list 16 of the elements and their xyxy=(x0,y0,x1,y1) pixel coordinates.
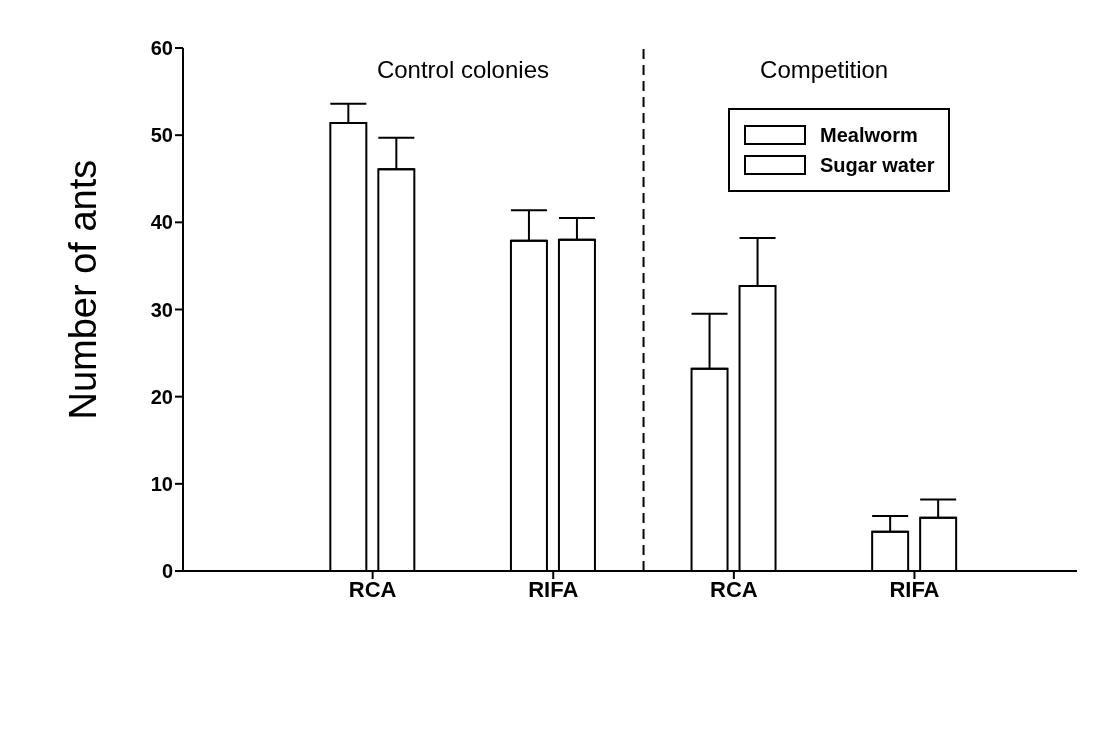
annotation: Control colonies xyxy=(375,56,550,84)
y-axis-title: Number of ants xyxy=(62,159,105,420)
annotation: Competition xyxy=(759,56,890,84)
x-tick-label: RIFA xyxy=(889,576,940,602)
y-tick-label: 10 xyxy=(150,472,173,495)
y-tick-label: 0 xyxy=(161,560,173,583)
legend-label: Sugar water xyxy=(820,153,935,178)
x-tick-label: RIFA xyxy=(528,576,579,602)
y-tick-label: 40 xyxy=(150,211,173,234)
x-tick-label: RCA xyxy=(348,576,397,602)
y-tick-label: 60 xyxy=(150,37,173,60)
y-tick-label: 30 xyxy=(150,298,173,321)
x-tick-label: RCA xyxy=(710,576,758,602)
y-tick-label: 50 xyxy=(150,124,173,147)
legend-label: Mealworm xyxy=(820,123,918,148)
y-tick-label: 20 xyxy=(150,385,173,408)
